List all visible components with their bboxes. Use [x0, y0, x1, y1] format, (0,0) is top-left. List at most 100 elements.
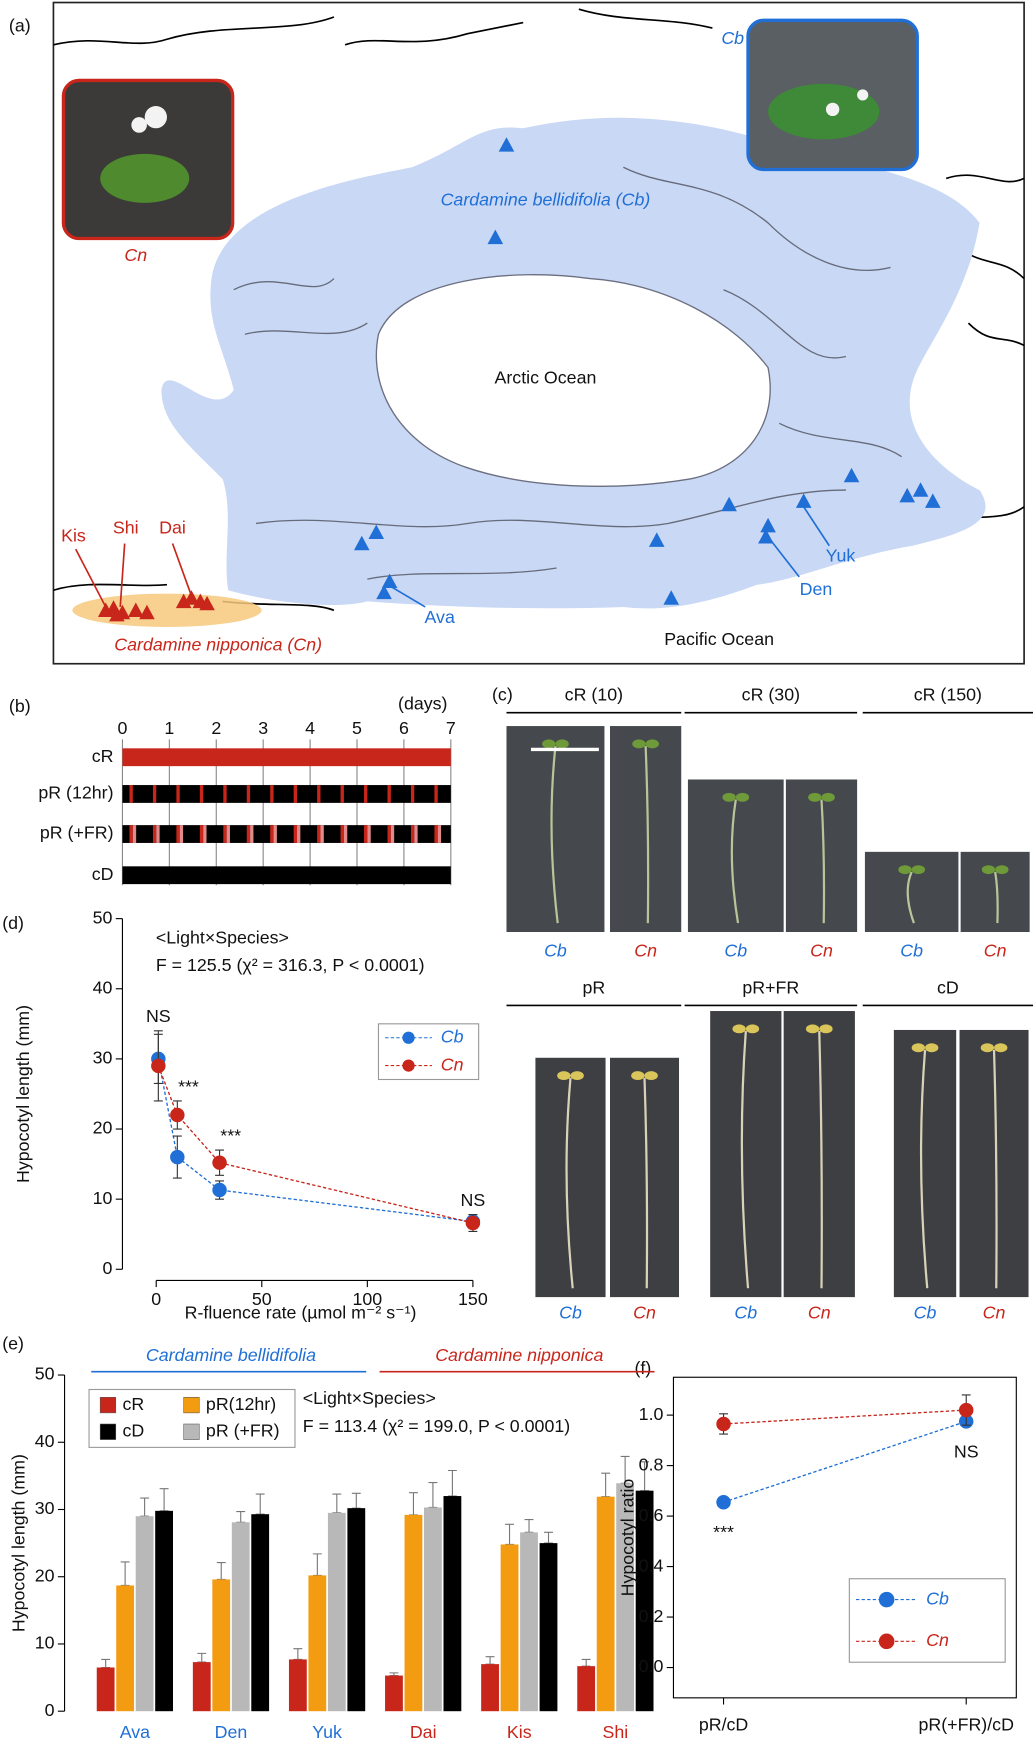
- error-bar: [601, 1472, 611, 1498]
- site-marker: [843, 467, 860, 483]
- seedling-stem: [818, 1031, 823, 1289]
- bar: [539, 1543, 558, 1712]
- site-label: Ava: [425, 607, 455, 627]
- significance: ***: [713, 1522, 734, 1542]
- species-label: Cb: [914, 1303, 937, 1323]
- site-marker: [760, 517, 776, 533]
- bar: [500, 1544, 519, 1712]
- site-pointers: [74, 543, 193, 608]
- row-label: cR: [92, 746, 114, 766]
- bar: [231, 1522, 250, 1712]
- pulse: [434, 785, 438, 803]
- light-schedule: (b) (days) 0 1 2 3 4 5 6 7 cR pR (12hr) pR (+FR) cD: [9, 694, 456, 886]
- species-label: Cn: [810, 941, 833, 961]
- error-bar: [485, 1656, 495, 1665]
- pulse: [293, 785, 298, 803]
- cotyledon: [925, 1043, 939, 1053]
- significance: NS: [146, 1006, 171, 1026]
- site-marker: [795, 493, 812, 508]
- day-label: 1: [164, 718, 174, 738]
- pulse: [199, 825, 204, 843]
- cotyledon: [542, 739, 556, 749]
- species-label: Cn: [983, 1303, 1006, 1323]
- cotyledon: [732, 1024, 746, 1034]
- species-label: Cb: [900, 941, 923, 961]
- x-tick-label: 0: [151, 1289, 161, 1309]
- bar: [596, 1496, 615, 1712]
- species-label: Cb: [544, 941, 567, 961]
- group-label: Cardamine nipponica: [435, 1345, 603, 1365]
- pulse-fr: [320, 825, 324, 843]
- pulse: [152, 825, 157, 843]
- species-label: Cn: [984, 941, 1007, 961]
- pointer: [119, 543, 126, 608]
- legend-swatch: [183, 1397, 200, 1414]
- site-marker: [648, 532, 665, 547]
- cotyledon: [911, 865, 926, 875]
- day-label: 0: [117, 718, 127, 738]
- bar: [135, 1516, 154, 1712]
- error-bar: [140, 1497, 150, 1517]
- y-tick-label: 1.0: [639, 1404, 664, 1424]
- cotyledon: [745, 1024, 760, 1034]
- row-label: pR (+FR): [40, 823, 114, 843]
- pulse-fr: [179, 825, 184, 843]
- y-tick-label: 0.2: [639, 1606, 664, 1626]
- legend-label: Cn: [441, 1054, 464, 1074]
- pulse: [223, 785, 227, 803]
- panel-label: (b): [9, 696, 31, 716]
- coastline-inner: [233, 166, 903, 580]
- pulse: [387, 825, 391, 843]
- significance: NS: [461, 1190, 486, 1210]
- legend-label: pR(12hr): [206, 1394, 276, 1414]
- bar: [635, 1490, 654, 1712]
- pulse-fr: [390, 825, 395, 843]
- bar: [520, 1532, 538, 1712]
- pulse: [293, 825, 298, 843]
- pulse-fr: [250, 825, 254, 843]
- seedling-stem: [992, 1049, 998, 1289]
- cotyledon: [981, 865, 996, 875]
- flower: [857, 89, 869, 101]
- site-marker: [899, 487, 916, 503]
- plant: [100, 153, 190, 203]
- error-bar: [524, 1519, 534, 1533]
- photo: [960, 851, 1030, 932]
- cotyledon: [980, 1043, 995, 1053]
- condition-label: cR (150): [914, 685, 982, 705]
- x-tick-label: Ava: [120, 1722, 150, 1742]
- error-bar: [389, 1672, 399, 1677]
- x-tick-label: pR(+FR)/cD: [919, 1714, 1014, 1734]
- error-bar: [197, 1652, 207, 1663]
- y-tick-label: 30: [35, 1498, 55, 1518]
- annotation: F = 113.4 (χ² = 199.0, P < 0.0001): [303, 1416, 570, 1436]
- legend-label: Cb: [441, 1026, 464, 1046]
- cotyledon: [808, 792, 822, 802]
- y-tick-label: 0.6: [639, 1505, 664, 1525]
- range-label: Cardamine bellidifolia (Cb): [441, 189, 651, 209]
- x-tick-label: 100: [352, 1289, 382, 1309]
- cotyledon: [555, 739, 569, 749]
- bar: [308, 1575, 327, 1712]
- significance: ***: [220, 1125, 241, 1145]
- light-bar: [122, 785, 451, 803]
- pulse: [387, 785, 391, 803]
- pointer: [171, 543, 193, 597]
- series-line: [723, 1409, 967, 1425]
- legend-swatch: [183, 1423, 200, 1440]
- bar: [385, 1675, 403, 1712]
- seedling-stem: [644, 746, 650, 924]
- day-label: 7: [446, 718, 456, 738]
- series-line: [723, 1420, 967, 1503]
- pulse: [364, 825, 368, 843]
- site-marker: [663, 590, 680, 605]
- pulse-fr: [437, 825, 442, 843]
- seedling-stem: [740, 1030, 750, 1289]
- legend-label: Cb: [926, 1588, 949, 1608]
- site-marker: [368, 524, 385, 540]
- x-tick-label: Shi: [603, 1722, 629, 1742]
- y-tick-label: 20: [35, 1565, 55, 1585]
- error-bar: [620, 1455, 630, 1484]
- pulse-fr: [156, 825, 160, 843]
- error-bar: [447, 1469, 457, 1497]
